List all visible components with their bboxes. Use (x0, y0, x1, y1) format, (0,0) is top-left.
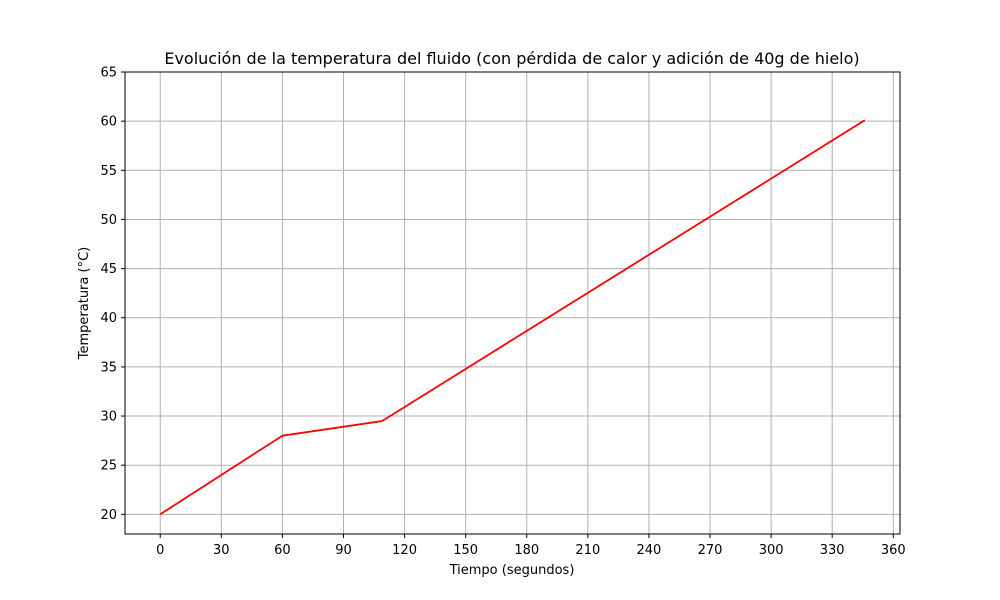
series-group (159, 119, 866, 516)
y-axis-ticks: 20 25 30 35 40 45 50 55 60 65 (100, 66, 125, 523)
plot-area-frame (124, 71, 901, 535)
x-tick-label: 180 (514, 543, 539, 558)
y-tick-label: 65 (100, 66, 117, 81)
y-tick-label: 35 (100, 360, 117, 375)
y-tick-label: 55 (100, 164, 117, 179)
x-axis-ticks: 0 30 60 90 120 150 180 210 240 270 300 330 360 (156, 534, 906, 558)
x-axis-label: Tiempo (segundos) (449, 563, 575, 578)
x-tick-label: 300 (759, 543, 784, 558)
y-tick-label: 25 (100, 459, 117, 474)
x-tick-label: 90 (335, 543, 352, 558)
x-tick-label: 120 (392, 543, 417, 558)
x-tick-label: 330 (820, 543, 845, 558)
y-tick-label: 40 (100, 311, 117, 326)
x-tick-label: 240 (637, 543, 662, 558)
grid-lines (125, 71, 900, 534)
y-axis-label: Temperatura (°C) (77, 247, 92, 360)
y-tick-label: 20 (100, 508, 117, 523)
x-tick-label: 0 (156, 543, 164, 558)
x-tick-label: 60 (274, 543, 291, 558)
temperature-series-line (159, 119, 866, 516)
chart-title: Evolución de la temperatura del fluido (… (164, 49, 859, 68)
x-tick-label: 360 (881, 543, 906, 558)
x-tick-label: 270 (698, 543, 723, 558)
x-tick-label: 30 (213, 543, 230, 558)
x-tick-label: 150 (453, 543, 478, 558)
y-tick-label: 30 (100, 410, 117, 425)
x-tick-label: 210 (575, 543, 600, 558)
y-tick-label: 60 (100, 115, 117, 130)
y-tick-label: 45 (100, 262, 117, 277)
y-tick-label: 50 (100, 213, 117, 228)
